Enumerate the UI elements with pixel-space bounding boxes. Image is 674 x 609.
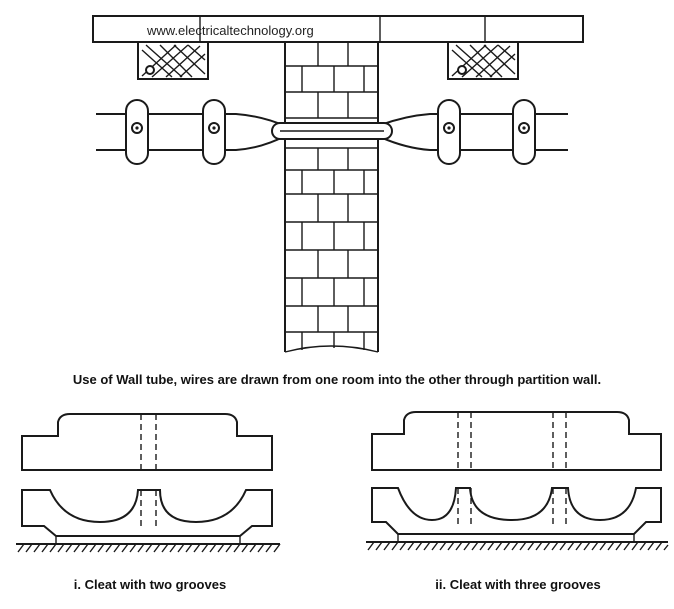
three-groove-cleat-figure bbox=[366, 411, 669, 551]
wire-cleat-2 bbox=[202, 99, 226, 165]
watermark: www.electricaltechnology.org bbox=[146, 23, 314, 38]
wire-cleat-4 bbox=[512, 99, 536, 165]
three-groove-ground bbox=[366, 534, 669, 551]
wall-tube bbox=[271, 122, 393, 140]
two-groove-cleat-figure bbox=[16, 413, 281, 553]
wire-cleat-1 bbox=[125, 99, 149, 165]
left-wires bbox=[96, 113, 286, 151]
two-groove-ground bbox=[16, 536, 281, 553]
three-groove-caption: ii. Cleat with three grooves bbox=[435, 577, 600, 592]
right-support-block bbox=[447, 41, 519, 80]
three-groove-cleat-top bbox=[371, 411, 662, 471]
brick-partition-wall bbox=[284, 42, 379, 353]
wire-cleat-3 bbox=[437, 99, 461, 165]
wall-tube-caption: Use of Wall tube, wires are drawn from o… bbox=[73, 372, 601, 387]
two-groove-cleat-base bbox=[21, 489, 273, 537]
wall-tube-figure: www.electricaltechnology.org bbox=[92, 15, 584, 353]
ceiling-beam bbox=[92, 15, 584, 43]
two-groove-cleat-top bbox=[21, 413, 273, 471]
three-groove-cleat-base bbox=[371, 487, 662, 535]
left-support-block bbox=[137, 41, 209, 80]
right-wires bbox=[377, 113, 568, 151]
two-groove-caption: i. Cleat with two grooves bbox=[74, 577, 226, 592]
